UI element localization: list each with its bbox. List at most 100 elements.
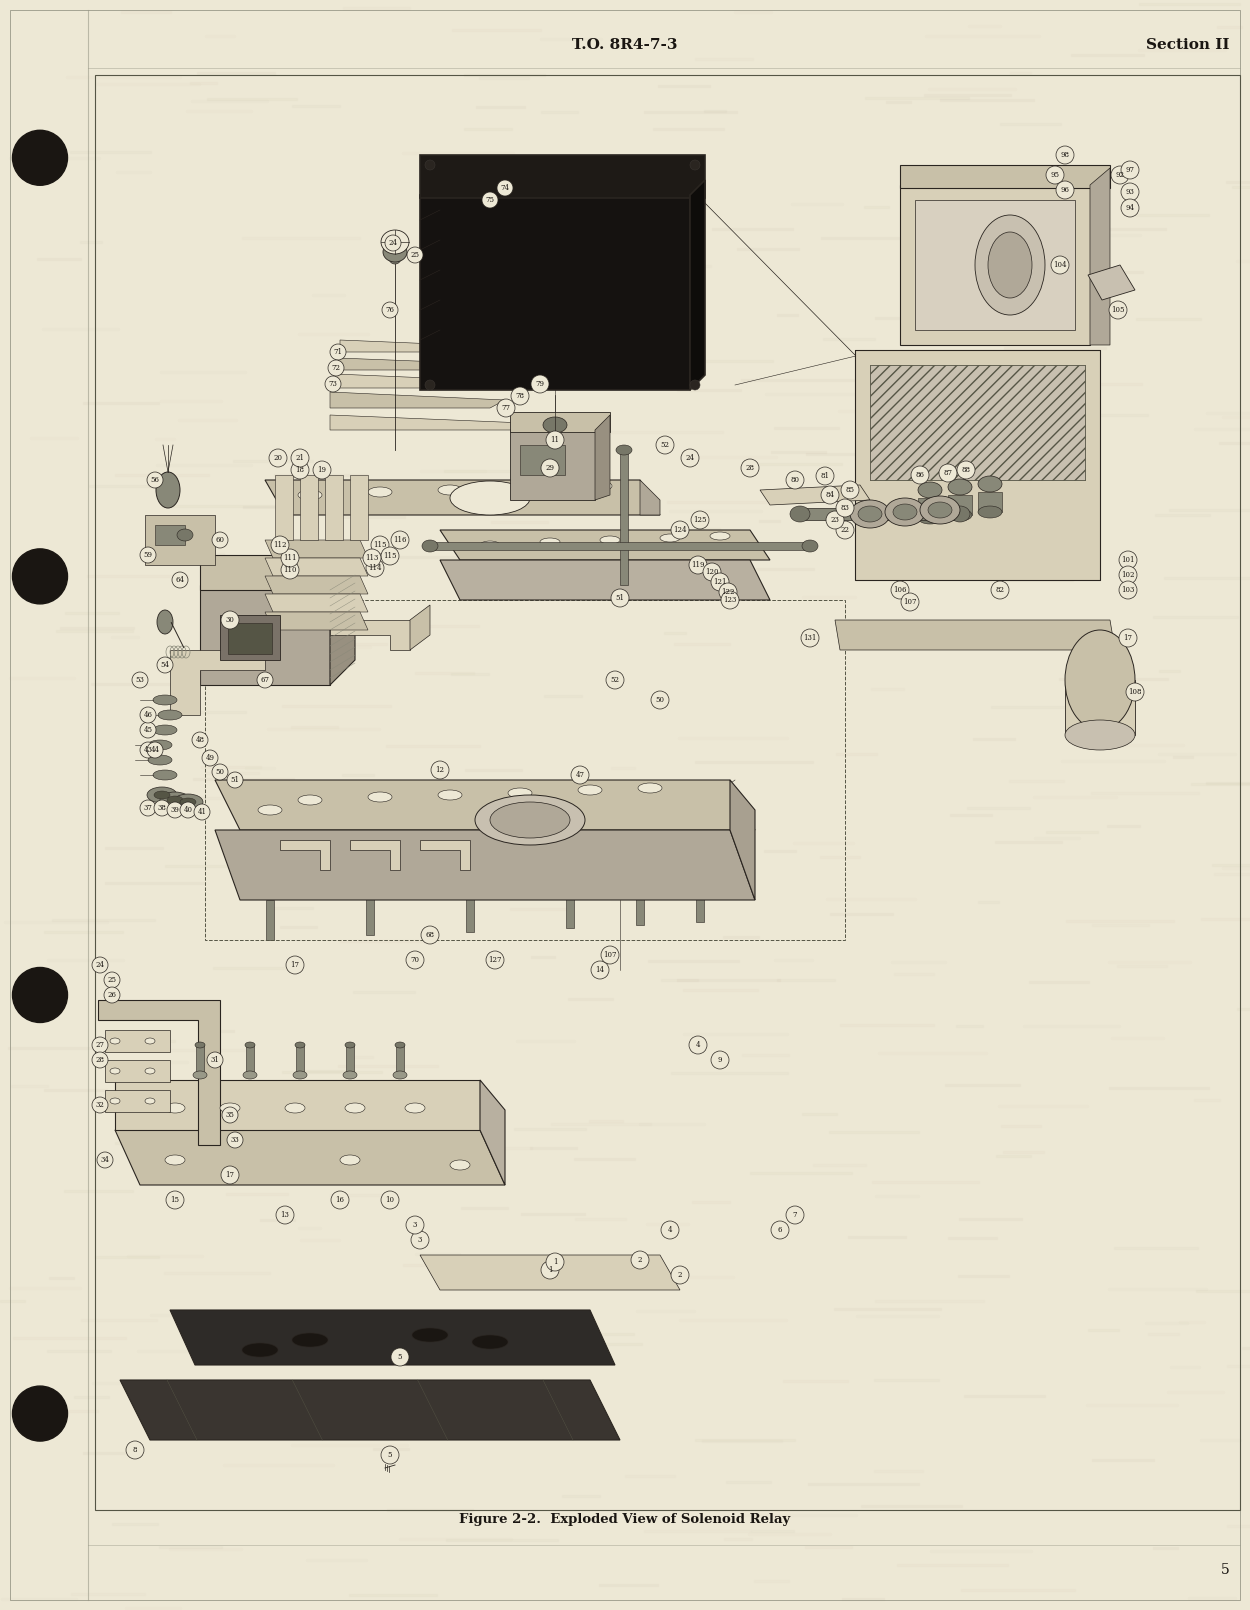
Circle shape bbox=[269, 449, 288, 467]
Text: 80: 80 bbox=[790, 477, 800, 485]
Circle shape bbox=[104, 987, 120, 1003]
Ellipse shape bbox=[438, 791, 462, 800]
Circle shape bbox=[221, 612, 239, 630]
Circle shape bbox=[98, 1153, 112, 1167]
Circle shape bbox=[546, 431, 564, 449]
Ellipse shape bbox=[540, 538, 560, 546]
Text: 77: 77 bbox=[501, 404, 510, 412]
Polygon shape bbox=[410, 605, 430, 650]
Circle shape bbox=[482, 192, 498, 208]
Ellipse shape bbox=[156, 472, 180, 509]
Ellipse shape bbox=[148, 755, 173, 765]
Circle shape bbox=[498, 180, 512, 196]
Bar bbox=[196, 1045, 204, 1075]
Ellipse shape bbox=[928, 502, 952, 518]
Bar bbox=[105, 1030, 170, 1051]
Circle shape bbox=[1051, 256, 1069, 274]
Text: 45: 45 bbox=[144, 726, 152, 734]
Text: 16: 16 bbox=[335, 1196, 345, 1204]
Circle shape bbox=[92, 1096, 108, 1113]
Circle shape bbox=[362, 549, 381, 567]
Ellipse shape bbox=[345, 1042, 355, 1048]
Circle shape bbox=[291, 460, 309, 480]
Circle shape bbox=[328, 361, 344, 377]
Text: 114: 114 bbox=[369, 564, 381, 572]
Circle shape bbox=[148, 742, 162, 758]
Text: 14: 14 bbox=[595, 966, 605, 974]
Text: 50: 50 bbox=[215, 768, 225, 776]
Polygon shape bbox=[325, 475, 342, 539]
Circle shape bbox=[126, 1441, 144, 1459]
Text: 29: 29 bbox=[545, 464, 555, 472]
Text: 39: 39 bbox=[170, 807, 180, 815]
Circle shape bbox=[841, 481, 859, 499]
Circle shape bbox=[312, 460, 331, 480]
Circle shape bbox=[681, 449, 699, 467]
Ellipse shape bbox=[285, 1103, 305, 1113]
Text: 28: 28 bbox=[95, 1056, 105, 1064]
Polygon shape bbox=[835, 620, 1115, 650]
Text: 5: 5 bbox=[398, 1352, 402, 1360]
Ellipse shape bbox=[660, 535, 680, 543]
Circle shape bbox=[1121, 200, 1139, 217]
Circle shape bbox=[281, 560, 299, 580]
Text: 4: 4 bbox=[696, 1042, 700, 1050]
Text: 9: 9 bbox=[718, 1056, 722, 1064]
Text: 68: 68 bbox=[425, 931, 435, 939]
Circle shape bbox=[140, 742, 156, 758]
Ellipse shape bbox=[110, 1038, 120, 1043]
Ellipse shape bbox=[381, 230, 409, 254]
Polygon shape bbox=[120, 1380, 620, 1439]
Ellipse shape bbox=[368, 486, 392, 497]
Text: 32: 32 bbox=[95, 1101, 105, 1109]
Ellipse shape bbox=[588, 481, 612, 491]
Text: 24: 24 bbox=[685, 454, 695, 462]
Bar bbox=[520, 444, 565, 475]
Ellipse shape bbox=[412, 1328, 447, 1343]
Circle shape bbox=[222, 1108, 238, 1124]
Circle shape bbox=[286, 956, 304, 974]
Text: 10: 10 bbox=[385, 1196, 395, 1204]
Text: 67: 67 bbox=[260, 676, 270, 684]
Circle shape bbox=[385, 235, 401, 251]
Text: 18: 18 bbox=[295, 465, 305, 473]
Ellipse shape bbox=[342, 1071, 357, 1079]
Circle shape bbox=[406, 952, 424, 969]
Ellipse shape bbox=[389, 253, 401, 264]
Text: 70: 70 bbox=[410, 956, 420, 964]
Polygon shape bbox=[420, 840, 470, 869]
Polygon shape bbox=[215, 831, 755, 900]
Circle shape bbox=[546, 1253, 564, 1270]
Circle shape bbox=[801, 630, 819, 647]
Polygon shape bbox=[265, 594, 368, 612]
Circle shape bbox=[826, 510, 844, 530]
Bar bbox=[246, 1045, 254, 1075]
Text: 56: 56 bbox=[150, 477, 160, 485]
Text: 53: 53 bbox=[135, 676, 145, 684]
Text: 59: 59 bbox=[144, 551, 152, 559]
Bar bbox=[366, 895, 374, 935]
Text: 88: 88 bbox=[961, 465, 970, 473]
Text: 4: 4 bbox=[668, 1225, 672, 1233]
Ellipse shape bbox=[438, 485, 462, 494]
Text: 26: 26 bbox=[107, 992, 116, 998]
Ellipse shape bbox=[154, 791, 170, 799]
Ellipse shape bbox=[158, 610, 172, 634]
Circle shape bbox=[1119, 630, 1138, 647]
Text: 37: 37 bbox=[144, 803, 152, 811]
Bar bbox=[620, 451, 628, 584]
Bar bbox=[228, 623, 272, 654]
Ellipse shape bbox=[975, 216, 1045, 316]
Text: 25: 25 bbox=[107, 976, 116, 984]
Text: 125: 125 bbox=[694, 515, 706, 523]
Circle shape bbox=[12, 1386, 68, 1441]
Ellipse shape bbox=[242, 1071, 258, 1079]
Polygon shape bbox=[115, 1080, 480, 1130]
Polygon shape bbox=[900, 164, 1110, 188]
Polygon shape bbox=[595, 415, 610, 501]
Circle shape bbox=[939, 464, 958, 481]
Circle shape bbox=[12, 968, 68, 1022]
Ellipse shape bbox=[340, 1154, 360, 1166]
Circle shape bbox=[228, 1132, 242, 1148]
Circle shape bbox=[711, 1051, 729, 1069]
